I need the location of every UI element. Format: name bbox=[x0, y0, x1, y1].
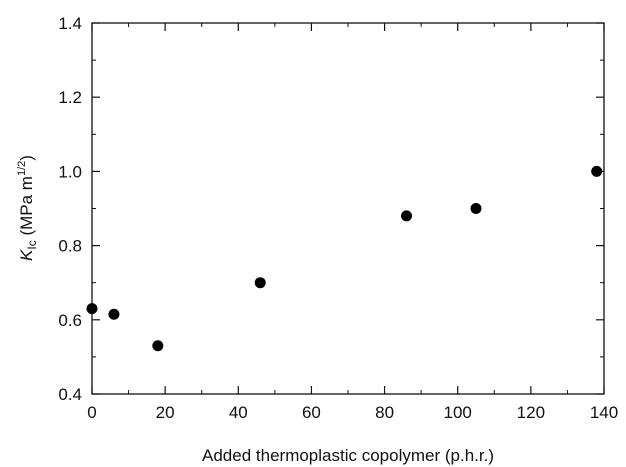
x-tick-label: 100 bbox=[444, 403, 472, 422]
y-tick-label: 1.0 bbox=[58, 162, 82, 181]
x-tick-label: 20 bbox=[156, 403, 175, 422]
y-axis-symbol: K bbox=[17, 249, 36, 261]
y-tick-label: 0.4 bbox=[58, 385, 82, 404]
y-axis-subscript: Ic bbox=[25, 240, 39, 249]
data-point bbox=[470, 203, 482, 214]
data-point bbox=[401, 210, 413, 222]
y-axis-unit-exponent: 1/2 bbox=[16, 161, 28, 176]
x-axis: 0 20 40 60 80 100 120 140 bbox=[87, 23, 618, 422]
y-axis-unit-prefix: (MPa m bbox=[17, 176, 36, 240]
x-tick-label: 140 bbox=[590, 403, 618, 422]
y-axis: 0.4 0.6 0.8 1.0 1.2 1.4 bbox=[58, 14, 604, 404]
x-tick-label: 0 bbox=[87, 403, 96, 422]
plot-frame bbox=[91, 22, 605, 395]
data-point bbox=[152, 340, 164, 352]
y-axis-title: KIc (MPa m1/2) bbox=[16, 155, 39, 261]
x-tick-label: 60 bbox=[302, 403, 321, 422]
y-tick-label: 1.2 bbox=[58, 88, 82, 107]
data-point bbox=[108, 308, 120, 320]
data-point bbox=[86, 303, 98, 315]
y-tick-label: 1.4 bbox=[58, 14, 82, 33]
y-axis-unit-suffix: ) bbox=[17, 155, 36, 161]
x-tick-label: 120 bbox=[517, 403, 545, 422]
x-axis-title: Added thermoplastic copolymer (p.h.r.) bbox=[202, 446, 494, 465]
x-tick-label: 80 bbox=[375, 403, 394, 422]
y-tick-label: 0.6 bbox=[58, 311, 82, 330]
data-point bbox=[591, 165, 603, 177]
y-tick-label: 0.8 bbox=[58, 237, 82, 256]
data-point bbox=[254, 277, 266, 289]
data-points bbox=[86, 165, 603, 352]
x-tick-label: 40 bbox=[229, 403, 248, 422]
